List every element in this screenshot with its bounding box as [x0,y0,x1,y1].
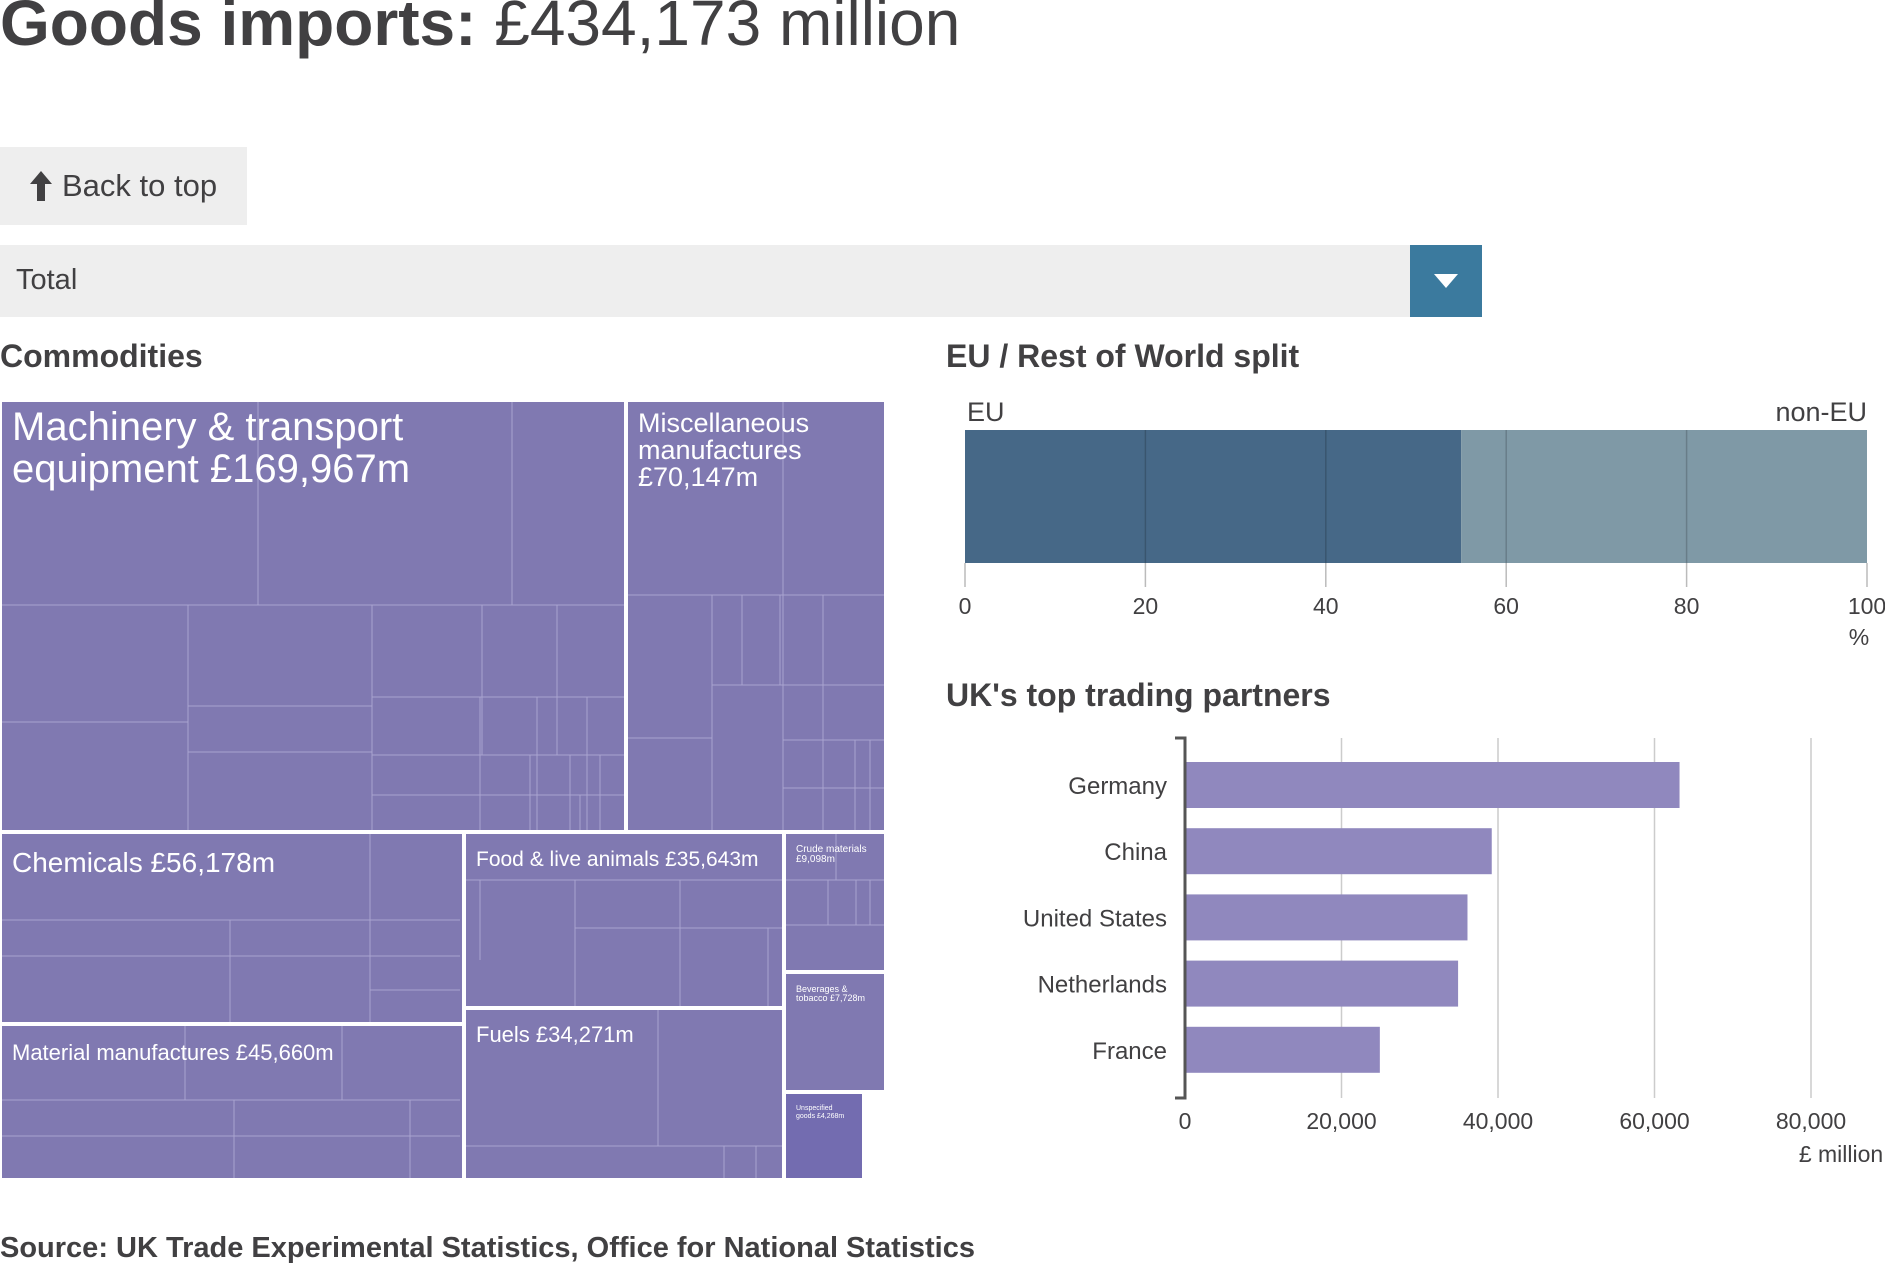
eu-label: EU [967,397,1005,427]
eu-bar [965,430,1462,563]
treemap-cell [786,834,884,970]
partners-axis-unit: £ million [1799,1141,1883,1167]
commodities-treemap: Machinery & transport equipment £169,967m… [2,402,884,1178]
partner-label: United States [1023,905,1167,932]
partners-y-axis [1175,736,1187,1100]
eu-tick-label: 60 [1493,593,1519,619]
back-to-top-button[interactable]: Back to top [0,147,247,225]
treemap-cell [466,1010,782,1178]
treemap-cell [2,402,624,830]
treemap-cell [786,1094,862,1178]
treemap-label: Material manufactures £45,660m [12,1040,334,1065]
partner-bar [1185,960,1459,1007]
treemap-label: Fuels £34,271m [476,1022,634,1047]
treemap-label: Machinery & transport equipment £169,967m [12,405,410,491]
treemap-cell [628,402,884,830]
partners-heading: UK's top trading partners [946,677,1331,713]
eu-tick-label: 0 [959,593,972,619]
treemap-cell [2,1026,462,1178]
partners-tick-label: 40,000 [1463,1108,1533,1134]
partner-label: Germany [1068,773,1167,800]
title-bold: Goods imports: [0,0,477,59]
commodities-heading: Commodities [0,338,203,374]
partners-tick-label: 20,000 [1306,1108,1376,1134]
eu-tick-label: 100 [1848,593,1885,619]
treemap-cell [466,834,782,1006]
treemap-label: Crude materials £9,098m [796,844,867,865]
treemap-label: Food & live animals £35,643m [476,848,759,871]
eu-tick-label: 80 [1674,593,1700,619]
eu-split-heading: EU / Rest of World split [946,338,1300,374]
eu-split-chart: EU non-EU 0 20 40 60 80 100% [959,397,1885,650]
partners-tick-label: 0 [1179,1108,1192,1134]
eu-axis-unit: % [1849,624,1869,650]
treemap-cell [786,974,884,1090]
partner-bar [1185,1026,1380,1073]
partners-tick-label: 80,000 [1776,1108,1846,1134]
treemap-label: Miscellaneous manufactures £70,147m [638,408,809,492]
commodity-select[interactable]: Total [0,245,1482,317]
eu-tick-label: 20 [1133,593,1159,619]
source-note: Source: UK Trade Experimental Statistics… [0,1232,975,1264]
non-eu-bar [1461,430,1867,563]
partner-label: China [1104,839,1167,866]
title-value: £434,173 million [494,0,961,59]
treemap-label: Chemicals £56,178m [12,847,275,878]
commodity-select-value: Total [16,264,78,296]
page-title: Goods imports: £434,173 million [0,0,960,60]
partner-label: France [1092,1038,1167,1065]
eu-tick-label: 40 [1313,593,1339,619]
partner-label: Netherlands [1038,972,1167,999]
partners-chart: 0 20,000 40,000 60,000 80,000 £ million German… [1023,736,1883,1167]
partner-bar [1185,894,1468,941]
partner-bar [1185,762,1680,808]
treemap-label: Beverages & tobacco £7,728m [796,984,865,1003]
treemap-cell [2,834,462,1022]
treemap-label: Unspecified goods £4,268m [796,1105,844,1120]
select-toggle-button[interactable] [1410,245,1482,317]
caret-down-icon [1434,274,1458,288]
partners-tick-label: 60,000 [1619,1108,1689,1134]
arrow-up-icon [30,171,52,201]
back-to-top-label: Back to top [62,168,218,203]
partner-bar [1185,828,1492,875]
non-eu-label: non-EU [1775,397,1867,427]
